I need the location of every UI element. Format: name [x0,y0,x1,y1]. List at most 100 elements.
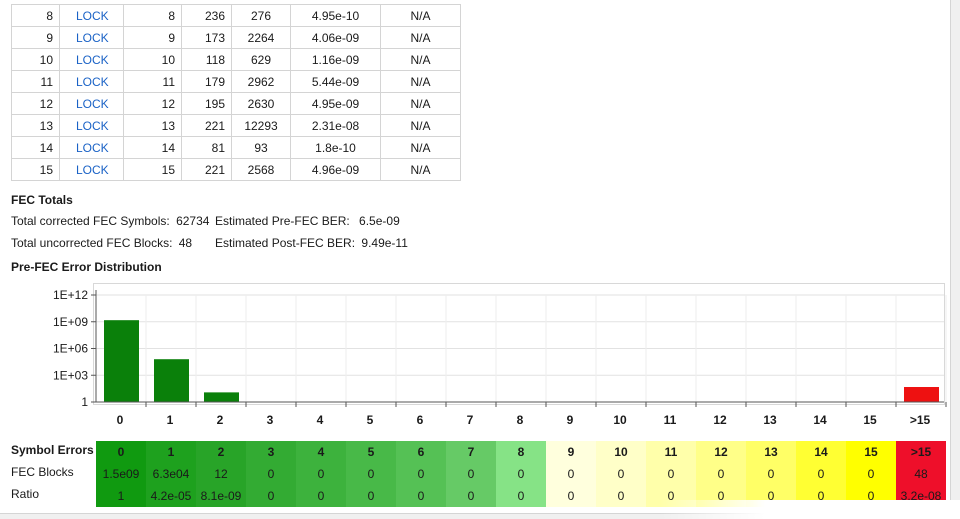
lane-extra: N/A [380,158,461,181]
lane-number: 15 [11,158,60,181]
error-ratio: 0 [667,489,675,503]
x-tick-label: >15 [910,413,931,427]
bar-gt15 [904,387,939,402]
symbol-error-count: 11 [664,445,678,459]
symbol-error-count: 4 [317,445,325,459]
lane-number: 12 [11,92,60,115]
lane-ber: 5.44e-09 [290,70,381,93]
error-ratio: 3.2e-08 [900,489,942,503]
lane-status-link[interactable]: LOCK [59,26,124,49]
table-row: 15 LOCK 15 221 2568 4.96e-09 N/A [11,158,461,181]
fec-block-count: 0 [267,467,275,481]
symbol-column: 9 0 0 [546,441,596,507]
pre-fec-ber-value: 6.5e-09 [359,214,400,228]
error-ratio: 0 [567,489,575,503]
bottom-fade [660,500,960,519]
fec-block-count: 0 [667,467,675,481]
symbol-error-count: 12 [714,445,728,459]
x-tick-label: 6 [417,413,424,427]
bar-1 [154,359,189,402]
fec-block-count: 1.5e09 [102,467,140,481]
fec-block-count: 48 [914,467,928,481]
x-tick-label: 5 [367,413,374,427]
lane-status-table: 8 LOCK 8 236 276 4.95e-10 N/A 9 LOCK 9 173 2264 4.06… [11,4,461,181]
symbol-error-count: 6 [417,445,425,459]
symbol-column: 13 0 0 [746,441,796,507]
distribution-title: Pre-FEC Error Distribution [11,260,162,274]
fec-totals-title: FEC Totals [11,193,73,207]
x-tick-label: 10 [613,413,627,427]
error-ratio: 8.1e-09 [200,489,242,503]
x-tick-label: 8 [517,413,524,427]
table-row: 12 LOCK 12 195 2630 4.95e-09 N/A [11,92,461,115]
symbol-error-count: 2 [217,445,225,459]
lane-ber: 4.06e-09 [290,26,381,49]
total-uncorrected-value: 48 [178,236,193,250]
total-uncorrected-label: Total uncorrected FEC Blocks: [11,236,173,250]
bar-2 [204,392,239,402]
x-tick-label: 2 [217,413,224,427]
total-corrected-value: 62734 [176,214,210,228]
x-tick-label: 7 [467,413,474,427]
x-tick-label: 13 [763,413,777,427]
total-uncorrected-fec-blocks: Total uncorrected FEC Blocks: 48 [11,236,192,250]
y-tick-label: 1E+03 [53,368,88,382]
estimated-pre-fec-ber: Estimated Pre-FEC BER: 6.5e-09 [215,214,400,228]
lane-value-b: 629 [231,48,291,71]
table-row: 11 LOCK 11 179 2962 5.44e-09 N/A [11,70,461,93]
symbol-column: 10 0 0 [596,441,646,507]
error-ratio: 1 [117,489,125,503]
symbol-error-count: 7 [467,445,475,459]
fec-block-count: 0 [817,467,825,481]
y-tick-label: 1E+09 [53,315,88,329]
x-tick-label: 3 [267,413,274,427]
lane-value-a: 221 [181,158,232,181]
fec-blocks-label: FEC Blocks [11,465,74,479]
lane-channel: 12 [123,92,182,115]
symbol-column: >15 48 3.2e-08 [896,441,946,507]
error-ratio: 0 [717,489,725,503]
error-ratio: 0 [317,489,325,503]
fec-block-count: 0 [467,467,475,481]
lane-channel: 15 [123,158,182,181]
fec-block-count: 0 [417,467,425,481]
symbol-column: 5 0 0 [346,441,396,507]
symbol-column: 4 0 0 [296,441,346,507]
symbol-error-count: >15 [910,445,932,459]
fec-block-count: 0 [567,467,575,481]
estimated-post-fec-ber: Estimated Post-FEC BER: 9.49e-11 [215,236,408,250]
lane-value-b: 93 [231,136,291,159]
lane-status-link[interactable]: LOCK [59,158,124,181]
ratio-label: Ratio [11,487,40,501]
error-ratio: 0 [467,489,475,503]
total-corrected-label: Total corrected FEC Symbols: [11,214,170,228]
symbol-column: 8 0 0 [496,441,546,507]
symbol-column: 11 0 0 [646,441,696,507]
fec-block-count: 0 [367,467,375,481]
symbol-errors-label: Symbol Errors [11,443,94,457]
symbol-column: 15 0 0 [846,441,896,507]
symbol-column: 1 6.3e04 4.2e-05 [146,441,196,507]
symbol-error-count: 8 [517,445,525,459]
x-tick-label: 11 [664,413,677,427]
lane-value-b: 2568 [231,158,291,181]
fec-block-count: 0 [317,467,325,481]
symbol-column: 6 0 0 [396,441,446,507]
symbol-column: 0 1.5e09 1 [96,441,146,507]
symbol-column: 14 0 0 [796,441,846,507]
symbol-column: 2 12 8.1e-09 [196,441,246,507]
post-fec-ber-label: Estimated Post-FEC BER: [215,236,356,250]
table-row: 8 LOCK 8 236 276 4.95e-10 N/A [11,4,461,27]
lane-ber: 4.96e-09 [290,158,381,181]
total-corrected-fec-symbols: Total corrected FEC Symbols: 62734 [11,214,209,228]
x-tick-label: 4 [317,413,324,427]
symbol-column: 7 0 0 [446,441,496,507]
error-ratio: 0 [767,489,775,503]
y-tick-label: 1E+12 [53,288,88,302]
x-tick-label: 1 [167,413,174,427]
symbol-error-count: 15 [864,445,878,459]
fec-block-count: 0 [617,467,625,481]
lane-value-a: 195 [181,92,232,115]
error-ratio: 0 [617,489,625,503]
symbol-column: 3 0 0 [246,441,296,507]
